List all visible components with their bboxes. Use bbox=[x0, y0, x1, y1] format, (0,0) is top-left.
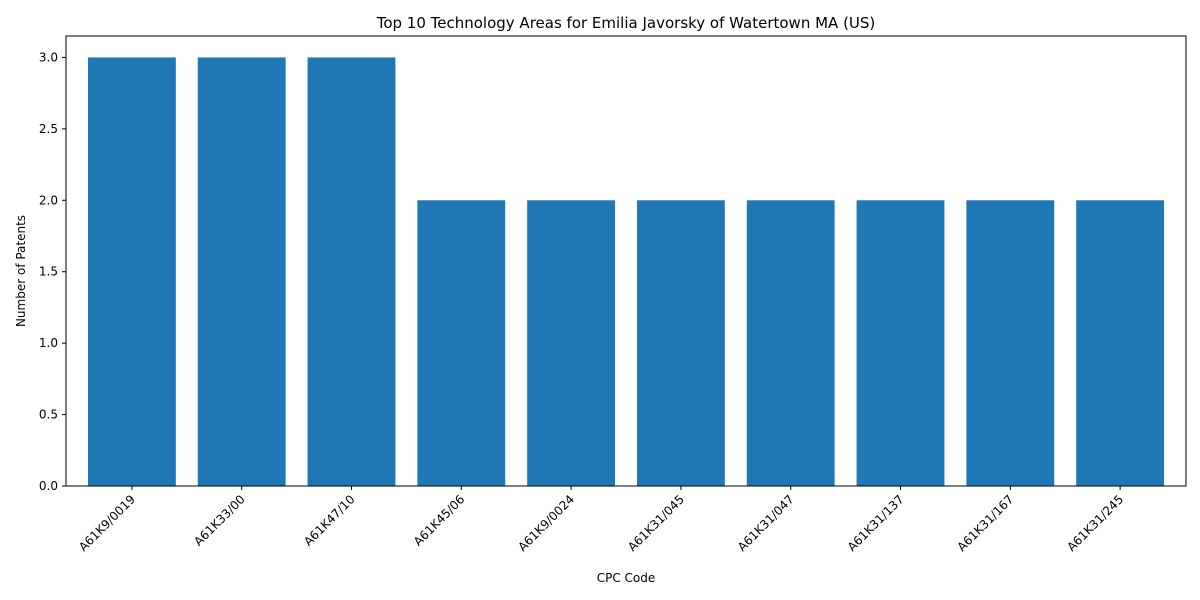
x-tick-label: A61K47/10 bbox=[301, 492, 358, 549]
y-tick-label: 0.5 bbox=[39, 408, 58, 422]
bar-9 bbox=[1076, 200, 1164, 486]
x-tick-label: A61K31/167 bbox=[955, 492, 1017, 554]
y-axis-label: Number of Patents bbox=[14, 215, 28, 327]
bar-0 bbox=[88, 57, 176, 486]
y-tick-label: 2.0 bbox=[39, 193, 58, 207]
x-tick-label: A61K9/0019 bbox=[76, 492, 138, 554]
y-tick-label: 1.5 bbox=[39, 265, 58, 279]
bar-7 bbox=[857, 200, 945, 486]
bars-group bbox=[88, 57, 1164, 486]
chart-title: Top 10 Technology Areas for Emilia Javor… bbox=[376, 14, 876, 32]
x-tick-label: A61K31/137 bbox=[845, 492, 907, 554]
y-axis: 0.0 0.5 1.0 1.5 2.0 2.5 3.0 bbox=[39, 50, 66, 493]
x-tick-label: A61K31/047 bbox=[735, 492, 797, 554]
x-tick-label: A61K9/0024 bbox=[515, 492, 577, 554]
bar-3 bbox=[417, 200, 505, 486]
x-tick-label: A61K31/245 bbox=[1064, 492, 1126, 554]
bar-4 bbox=[527, 200, 615, 486]
bar-2 bbox=[308, 57, 396, 486]
x-tick-label: A61K31/045 bbox=[625, 492, 687, 554]
bar-5 bbox=[637, 200, 725, 486]
x-axis-label: CPC Code bbox=[597, 571, 656, 585]
bar-6 bbox=[747, 200, 835, 486]
x-tick-label: A61K45/06 bbox=[411, 492, 468, 549]
y-tick-label: 3.0 bbox=[39, 50, 58, 64]
x-tick-label: A61K33/00 bbox=[191, 492, 248, 549]
y-tick-label: 0.0 bbox=[39, 479, 58, 493]
x-axis: A61K9/0019 A61K33/00 A61K47/10 A61K45/06 A61… bbox=[76, 486, 1126, 554]
bar-8 bbox=[966, 200, 1054, 486]
bar-1 bbox=[198, 57, 286, 486]
y-tick-label: 1.0 bbox=[39, 336, 58, 350]
y-tick-label: 2.5 bbox=[39, 122, 58, 136]
